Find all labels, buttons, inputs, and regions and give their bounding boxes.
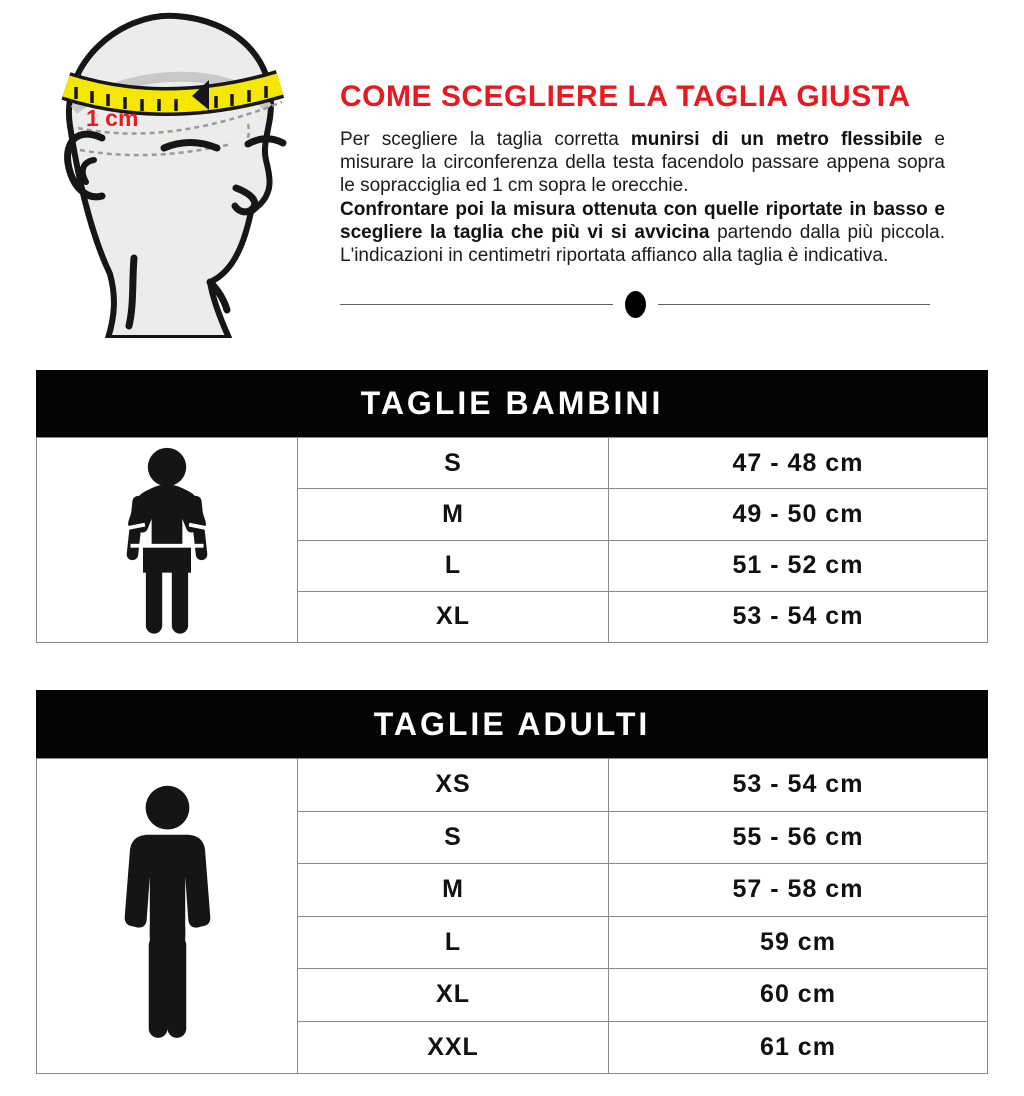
size-range: 57 - 58 cm xyxy=(732,875,864,904)
tape-ticks xyxy=(74,86,268,111)
size-label: XXL xyxy=(298,1021,609,1073)
size-label: XS xyxy=(298,759,609,811)
table-row: XXL 61 cm xyxy=(298,1020,987,1073)
size-label: L xyxy=(298,540,609,591)
size-range: 59 cm xyxy=(760,927,836,956)
child-icon-cell xyxy=(37,438,298,642)
adult-icon xyxy=(124,785,210,1038)
intro-paragraph-2: Confrontare poi la misura ottenuta con q… xyxy=(340,198,945,268)
head-measurement-illustration: 1 cm xyxy=(61,12,287,338)
size-range: 60 cm xyxy=(760,980,836,1009)
adulti-header-label: TAGLIE ADULTI xyxy=(373,705,651,742)
size-range: 61 cm xyxy=(760,1032,836,1061)
size-range: 55 - 56 cm xyxy=(732,822,864,851)
intro-text-bold: Confrontare poi la misura ottenuta con q… xyxy=(340,198,945,243)
divider-dot xyxy=(624,291,646,319)
divider-line xyxy=(657,304,930,306)
table-row: XL 60 cm xyxy=(298,968,987,1021)
intro-text-regular: Per scegliere la taglia corretta xyxy=(340,129,631,150)
intro-column: COME SCEGLIERE LA TAGLIA GIUSTA Per sceg… xyxy=(330,6,988,342)
bambini-header-label: TAGLIE BAMBINI xyxy=(360,385,664,421)
table-row: XL 53 - 54 cm xyxy=(298,590,987,642)
bambini-header-bar: TAGLIE BAMBINI xyxy=(36,370,988,437)
section-divider xyxy=(340,291,930,319)
table-row: M 49 - 50 cm xyxy=(298,488,987,540)
tape-arrow-icon xyxy=(192,80,209,110)
size-label: L xyxy=(298,916,609,968)
table-row: L 51 - 52 cm xyxy=(298,539,987,591)
face-features xyxy=(64,130,287,330)
adulti-header-bar: TAGLIE ADULTI xyxy=(36,690,988,758)
size-label: M xyxy=(298,864,609,916)
child-icon xyxy=(125,447,209,634)
adulti-rows: XS 53 - 54 cm S 55 - 56 cm M 57 - 58 cm … xyxy=(298,759,987,1073)
size-range: 53 - 54 cm xyxy=(732,602,864,631)
size-label: XL xyxy=(298,591,609,642)
intro-section: 1 cm COME SCEGLIERE LA TAGLIA GIUSTA Per… xyxy=(36,6,988,342)
page-title: COME SCEGLIERE LA TAGLIA GIUSTA xyxy=(340,80,911,113)
adult-icon-cell xyxy=(37,759,298,1073)
bambini-size-table: S 47 - 48 cm M 49 - 50 cm L 51 - 52 cm X… xyxy=(36,437,988,643)
size-label: XL xyxy=(298,969,609,1021)
table-row: L 59 cm xyxy=(298,915,987,968)
size-label: S xyxy=(298,438,609,489)
size-range: 51 - 52 cm xyxy=(732,551,864,580)
bambini-rows: S 47 - 48 cm M 49 - 50 cm L 51 - 52 cm X… xyxy=(298,438,987,642)
table-row: M 57 - 58 cm xyxy=(298,863,987,916)
intro-text-bold: munirsi di un metro flessibile xyxy=(630,129,923,150)
size-guide-page: 1 cm COME SCEGLIERE LA TAGLIA GIUSTA Per… xyxy=(36,6,988,1074)
intro-text-regular: partendo dalla più piccola. L'indicazion… xyxy=(340,221,945,266)
intro-text-regular: e misurare la circonferenza della testa … xyxy=(340,129,945,197)
size-range: 53 - 54 cm xyxy=(732,770,864,799)
head-outline xyxy=(65,12,274,338)
tape-offset-label: 1 cm xyxy=(86,105,138,131)
size-label: M xyxy=(298,489,609,540)
table-row: S 47 - 48 cm xyxy=(298,438,987,489)
table-row: XS 53 - 54 cm xyxy=(298,759,987,811)
adulti-size-table: XS 53 - 54 cm S 55 - 56 cm M 57 - 58 cm … xyxy=(36,758,988,1074)
divider-line xyxy=(340,304,613,306)
size-range: 49 - 50 cm xyxy=(732,499,864,528)
table-row: S 55 - 56 cm xyxy=(298,810,987,863)
intro-paragraph-1: Per scegliere la taglia corretta munirsi… xyxy=(340,128,945,198)
size-label: S xyxy=(298,811,609,863)
size-range: 47 - 48 cm xyxy=(732,448,864,477)
